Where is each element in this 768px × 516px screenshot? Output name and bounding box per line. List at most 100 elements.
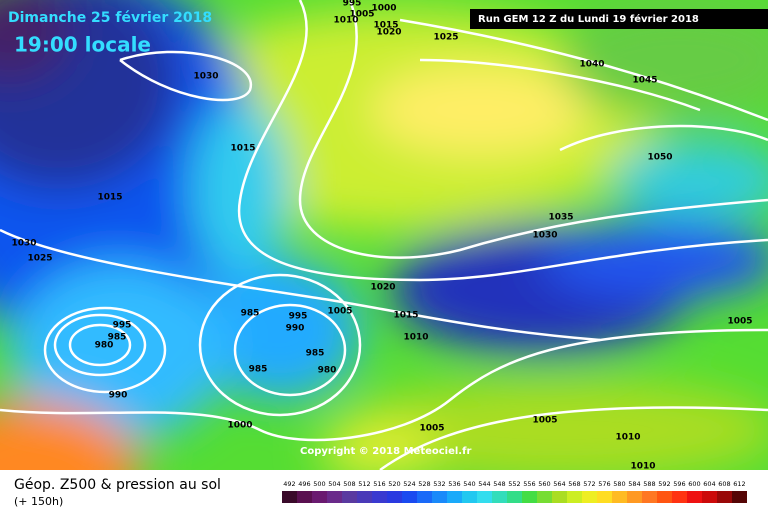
scale-swatch bbox=[342, 491, 357, 503]
scale-swatch bbox=[327, 491, 342, 503]
scale-label: 592 bbox=[658, 480, 670, 488]
isobar-label: 1010 bbox=[403, 333, 428, 343]
scale-swatch bbox=[462, 491, 477, 503]
scale-swatch bbox=[627, 491, 642, 503]
isobar-label: 985 bbox=[249, 365, 268, 375]
scale-label: 544 bbox=[478, 480, 490, 488]
scale-label: 492 bbox=[283, 480, 295, 488]
scale-swatch bbox=[552, 491, 567, 503]
copyright: Copyright © 2018 Meteociel.fr bbox=[300, 446, 471, 457]
scale-swatch bbox=[372, 491, 387, 503]
scale-label: 584 bbox=[628, 480, 640, 488]
scale-label: 552 bbox=[508, 480, 520, 488]
scale-label: 576 bbox=[598, 480, 610, 488]
scale-label: 500 bbox=[313, 480, 325, 488]
isobar-label: 1040 bbox=[579, 60, 604, 70]
run-label: Run GEM 12 Z du Lundi 19 février 2018 bbox=[478, 13, 699, 25]
isobar-label: 1000 bbox=[227, 421, 252, 431]
scale-swatch bbox=[387, 491, 402, 503]
scale-label: 572 bbox=[583, 480, 595, 488]
isobar-label: 1035 bbox=[548, 213, 573, 223]
scale-label: 520 bbox=[388, 480, 400, 488]
scale-swatch bbox=[432, 491, 447, 503]
isobars bbox=[0, 0, 768, 470]
isobar-label: 985 bbox=[108, 333, 127, 343]
isobar-label: 1030 bbox=[193, 72, 218, 82]
scale-swatch bbox=[492, 491, 507, 503]
scale-swatch bbox=[687, 491, 702, 503]
scale-label: 600 bbox=[688, 480, 700, 488]
scale-label: 516 bbox=[373, 480, 385, 488]
scale-swatch bbox=[537, 491, 552, 503]
scale-swatch bbox=[477, 491, 492, 503]
isobar-label: 1050 bbox=[647, 153, 672, 163]
isobar-label: 1015 bbox=[230, 144, 255, 154]
isobar-label: 1020 bbox=[370, 283, 395, 293]
isobar-label: 1010 bbox=[630, 462, 655, 472]
isobar-label: 1025 bbox=[433, 33, 458, 43]
scale-swatch bbox=[642, 491, 657, 503]
isobar-label: 1030 bbox=[11, 239, 36, 249]
isobar-label: 980 bbox=[95, 341, 114, 351]
scale-swatch bbox=[702, 491, 717, 503]
scale-swatch bbox=[402, 491, 417, 503]
scale-swatch bbox=[672, 491, 687, 503]
scale-swatch bbox=[297, 491, 312, 503]
isobar-label: 1005 bbox=[419, 424, 444, 434]
isobar-label: 985 bbox=[241, 309, 260, 319]
scale-label: 568 bbox=[568, 480, 580, 488]
isobar-label: 990 bbox=[286, 324, 305, 334]
scale-label: 560 bbox=[538, 480, 550, 488]
scale-swatch bbox=[717, 491, 732, 503]
scale-swatch bbox=[312, 491, 327, 503]
isobar-label: 980 bbox=[318, 366, 337, 376]
scale-label: 588 bbox=[643, 480, 655, 488]
isobar-label: 1005 bbox=[532, 416, 557, 426]
scale-label: 580 bbox=[613, 480, 625, 488]
isobar-label: 1045 bbox=[632, 76, 657, 86]
scale-label: 528 bbox=[418, 480, 430, 488]
scale-label: 556 bbox=[523, 480, 535, 488]
scale-swatch bbox=[597, 491, 612, 503]
isobar-label: 1005 bbox=[327, 307, 352, 317]
isobar-label: 1010 bbox=[333, 16, 358, 26]
isobar-label: 1010 bbox=[615, 433, 640, 443]
scale-swatch bbox=[732, 491, 747, 503]
scale-label: 504 bbox=[328, 480, 340, 488]
isobar-label: 990 bbox=[109, 391, 128, 401]
scale-label: 532 bbox=[433, 480, 445, 488]
scale-label: 548 bbox=[493, 480, 505, 488]
scale-swatch bbox=[567, 491, 582, 503]
scale-swatch bbox=[522, 491, 537, 503]
isobar-label: 1000 bbox=[371, 4, 396, 14]
scale-label: 612 bbox=[733, 480, 745, 488]
isobar-label: 1015 bbox=[97, 193, 122, 203]
scale-swatch bbox=[282, 491, 297, 503]
time-label: 19:00 locale bbox=[14, 33, 151, 57]
scale-label: 540 bbox=[463, 480, 475, 488]
isobar-label: 1015 bbox=[393, 311, 418, 321]
isobar-label: 1005 bbox=[727, 317, 752, 327]
scale-swatch bbox=[447, 491, 462, 503]
isobar-label: 995 bbox=[343, 0, 362, 9]
scale-label: 524 bbox=[403, 480, 415, 488]
scale-label: 536 bbox=[448, 480, 460, 488]
isobar-label: 995 bbox=[289, 312, 308, 322]
isobar-label: 1030 bbox=[532, 231, 557, 241]
scale-swatch bbox=[507, 491, 522, 503]
date-label: Dimanche 25 février 2018 bbox=[8, 10, 212, 26]
isobar-label: 985 bbox=[306, 349, 325, 359]
scale-label: 604 bbox=[703, 480, 715, 488]
scale-swatch bbox=[612, 491, 627, 503]
scale-swatch bbox=[582, 491, 597, 503]
isobar-label: 995 bbox=[113, 321, 132, 331]
scale-swatch bbox=[417, 491, 432, 503]
scale-label: 508 bbox=[343, 480, 355, 488]
isobar-label: 1025 bbox=[27, 254, 52, 264]
scale-label: 608 bbox=[718, 480, 730, 488]
scale-label: 564 bbox=[553, 480, 565, 488]
run-banner bbox=[470, 9, 768, 29]
